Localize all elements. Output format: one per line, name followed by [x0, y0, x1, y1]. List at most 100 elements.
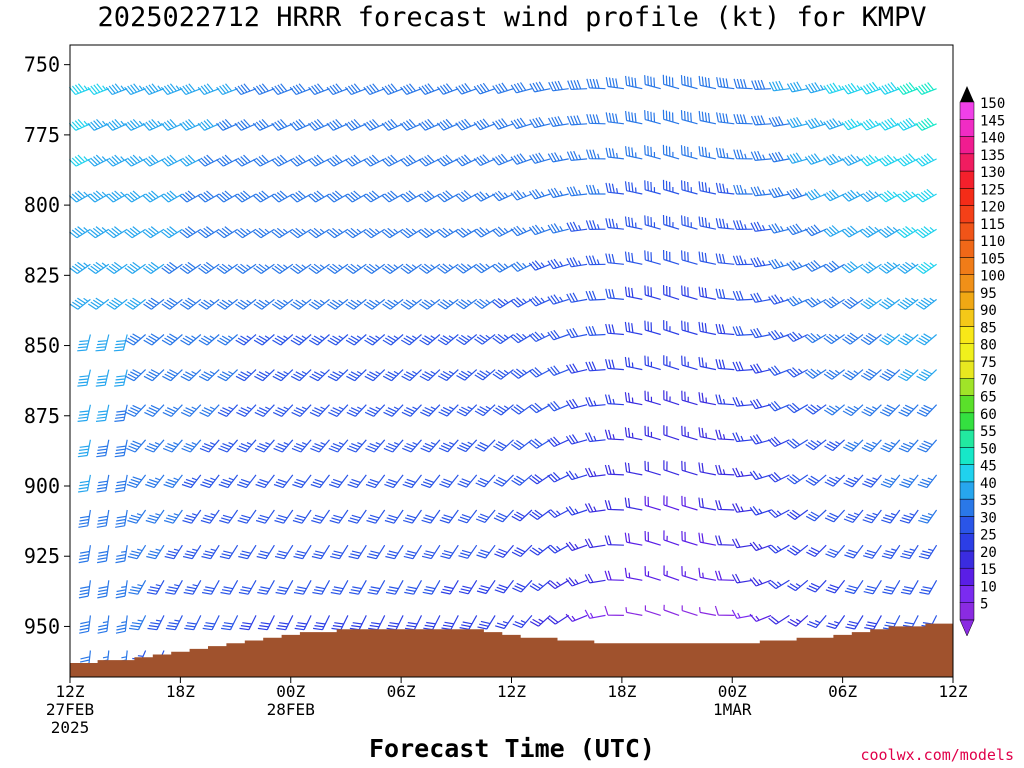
wind-barb	[805, 368, 827, 379]
colorbar-label: 70	[980, 372, 997, 388]
wind-barb	[733, 78, 753, 90]
wind-barb	[238, 580, 257, 595]
wind-barb	[163, 474, 183, 489]
wind-barb	[644, 566, 661, 581]
wind-barb	[528, 224, 551, 236]
wind-barb	[126, 439, 147, 453]
wind-barb	[474, 369, 496, 381]
wind-barb	[308, 298, 330, 310]
wind-barb	[475, 439, 496, 452]
wind-barb	[529, 188, 551, 200]
wind-barb	[345, 227, 367, 239]
wind-barb	[823, 296, 845, 309]
wind-barb	[272, 369, 294, 382]
wind-barb	[87, 118, 110, 131]
wind-barb	[272, 404, 294, 417]
wind-barb	[715, 500, 735, 511]
wind-barb	[529, 152, 551, 164]
colorbar-swatch	[959, 585, 975, 603]
wind-barb	[662, 144, 680, 160]
wind-barb	[400, 298, 422, 310]
wind-barb	[512, 615, 533, 629]
wind-barb	[309, 369, 330, 382]
wind-barb	[308, 154, 330, 167]
wind-barb	[221, 615, 239, 631]
wind-barb	[731, 573, 753, 584]
wind-barb	[455, 334, 478, 346]
wind-barb	[767, 509, 790, 519]
wind-barb	[404, 580, 423, 595]
colorbar-swatch	[959, 308, 975, 327]
wind-barb	[326, 118, 349, 131]
wind-barb	[663, 320, 680, 336]
wind-barb	[197, 226, 220, 239]
wind-barb	[271, 263, 294, 274]
wind-barb	[87, 154, 110, 167]
wind-barb	[644, 180, 661, 195]
wind-barb	[585, 184, 606, 195]
wind-barb	[699, 607, 717, 616]
wind-barb	[78, 580, 91, 599]
wind-barb	[234, 83, 257, 96]
wind-barb	[878, 261, 901, 274]
wind-barb	[345, 298, 367, 310]
wind-barb	[529, 614, 551, 627]
wind-barb	[644, 460, 661, 476]
x-tick-label: 12Z	[497, 682, 526, 701]
colorbar-swatch	[959, 326, 975, 344]
wind-barb	[681, 250, 698, 265]
wind-barb	[459, 615, 478, 630]
wind-barb	[328, 404, 349, 417]
wind-barb	[916, 404, 938, 417]
wind-barb	[363, 227, 386, 239]
wind-barb	[510, 225, 533, 237]
wind-barb	[329, 509, 349, 524]
x-tick-label: 06Z	[828, 682, 857, 701]
wind-barb	[878, 190, 901, 203]
wind-barb	[124, 190, 146, 203]
wind-barb	[896, 226, 919, 239]
wind-barb	[749, 470, 772, 481]
wind-barb	[768, 294, 790, 305]
wind-barb	[644, 285, 661, 300]
wind-barb	[698, 356, 717, 371]
wind-barb	[624, 532, 643, 546]
colorbar-swatch	[959, 291, 975, 310]
wind-barb	[585, 325, 606, 336]
wind-barb	[844, 579, 864, 595]
wind-barb	[218, 439, 239, 453]
wind-barb	[915, 297, 937, 310]
colorbar-swatch	[959, 360, 975, 379]
wind-barb	[311, 544, 331, 560]
wind-barb	[786, 474, 809, 485]
wind-barb	[326, 227, 349, 239]
wind-barb	[492, 333, 514, 345]
wind-barb	[313, 615, 331, 631]
wind-barb	[201, 580, 220, 595]
wind-barb	[624, 216, 643, 230]
wind-barb	[437, 369, 459, 382]
colorbar-swatch	[959, 447, 975, 465]
wind-barb	[681, 425, 698, 441]
plot-frame	[69, 44, 954, 678]
wind-barb	[180, 334, 202, 346]
colorbar-label: 130	[980, 165, 1005, 181]
wind-barb	[234, 154, 257, 167]
wind-barb	[841, 225, 864, 238]
wind-barb	[698, 75, 717, 90]
wind-barb	[880, 439, 901, 453]
wind-barb	[331, 615, 349, 631]
wind-barb	[146, 544, 165, 560]
wind-barb	[805, 474, 827, 486]
wind-barb	[418, 154, 441, 167]
wind-barb	[805, 404, 827, 415]
wind-barb	[823, 404, 845, 416]
wind-barb	[624, 181, 643, 195]
wind-barb	[87, 261, 110, 274]
wind-barb	[732, 220, 753, 230]
wind-barb	[915, 333, 937, 346]
wind-barb	[365, 439, 386, 453]
wind-barb	[257, 580, 275, 595]
wind-barb	[198, 298, 220, 310]
wind-barb	[681, 460, 698, 476]
